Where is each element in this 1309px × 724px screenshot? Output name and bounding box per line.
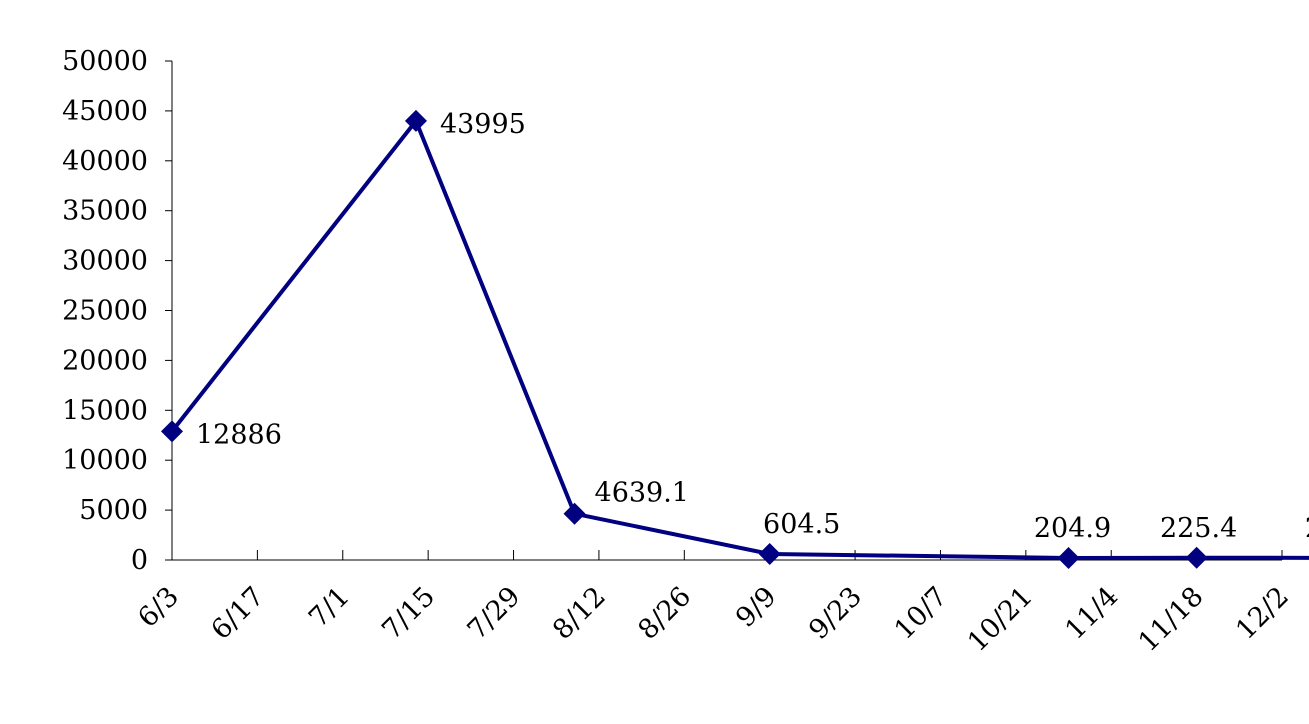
x-tick-label: 11/4	[1059, 581, 1124, 646]
axes	[171, 61, 1282, 561]
y-tick-label: 15000	[62, 395, 148, 426]
x-axis-ticks: 6/3 6/17 7/1 7/15 7/29 8/12 8/26 9/9 9/23 10/7 10/…	[132, 550, 1295, 658]
y-tick-label: 0	[131, 545, 148, 576]
x-tick-label: 7/15	[376, 581, 441, 646]
y-tick-label: 5000	[79, 495, 148, 526]
x-tick-label: 7/29	[462, 581, 527, 646]
y-tick-label: 20000	[62, 345, 148, 376]
data-label: 43995	[440, 109, 526, 140]
x-tick-label: 6/17	[206, 581, 271, 646]
data-point-marker	[758, 542, 781, 565]
x-tick-label: 11/18	[1133, 581, 1210, 658]
x-tick-label: 9/23	[803, 581, 868, 646]
x-tick-label: 9/9	[730, 581, 783, 634]
series-line	[170, 118, 1309, 560]
y-tick-label: 40000	[62, 146, 148, 177]
series-group	[161, 109, 1309, 569]
data-point-marker	[563, 502, 586, 525]
data-point-marker	[1057, 546, 1080, 569]
data-label: 225.4	[1160, 513, 1237, 544]
y-axis-ticks: 0 5000 10000 15000 20000 25000 30000 35000 40000…	[62, 46, 172, 576]
x-tick-label: 10/7	[889, 581, 954, 646]
y-tick-label: 50000	[62, 46, 148, 77]
x-tick-label: 7/1	[303, 581, 356, 634]
y-tick-label: 30000	[62, 246, 148, 277]
y-tick-label: 35000	[62, 196, 148, 227]
data-point-marker	[1185, 546, 1208, 569]
data-label: 4639.1	[595, 478, 689, 509]
data-label: 12886	[196, 419, 282, 450]
data-point-marker	[161, 420, 183, 443]
x-tick-label: 6/3	[132, 581, 185, 634]
y-tick-label: 25000	[62, 296, 148, 327]
x-tick-label: 8/12	[547, 581, 612, 646]
x-tick-label: 10/21	[962, 581, 1039, 658]
data-label: 204.9	[1034, 513, 1111, 544]
x-tick-label: 12/2	[1230, 581, 1295, 646]
data-point-marker	[404, 109, 427, 132]
x-tick-label: 8/26	[632, 581, 697, 646]
data-label: 214.5	[1305, 513, 1309, 544]
y-tick-label: 10000	[62, 445, 148, 476]
data-labels: 12886 43995 4639.1 604.5 204.9 225.4 214.5	[196, 109, 1309, 544]
y-tick-label: 45000	[62, 96, 148, 127]
data-label: 604.5	[763, 509, 840, 540]
